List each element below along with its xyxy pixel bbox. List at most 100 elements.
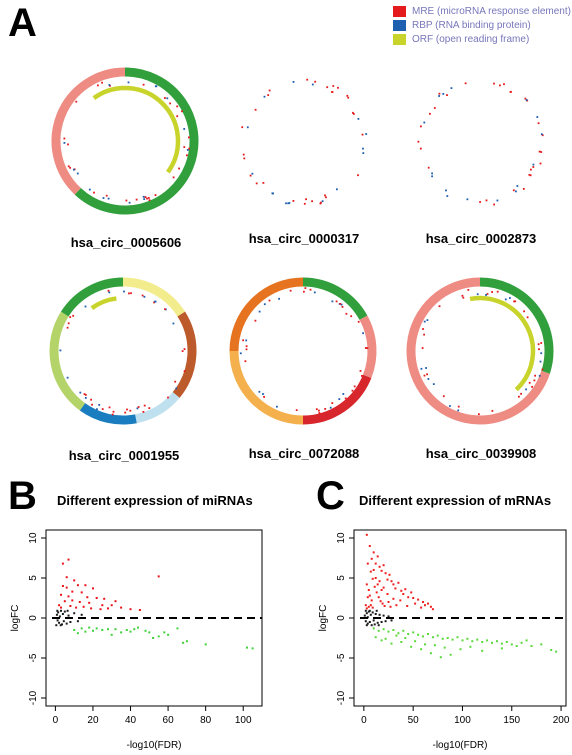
up-point xyxy=(369,604,372,607)
ns-point xyxy=(62,620,65,623)
circ-label-0002873: hsa_circ_0002873 xyxy=(425,231,537,246)
up-point xyxy=(390,580,393,583)
ns-point xyxy=(376,621,379,624)
mre-marker xyxy=(351,389,354,392)
mre-marker xyxy=(518,395,520,398)
circos-plot-0002873 xyxy=(417,82,544,206)
rbp-marker xyxy=(442,93,445,95)
up-point xyxy=(364,604,367,607)
circ-segment xyxy=(302,374,372,425)
up-point xyxy=(103,597,106,600)
mre-marker xyxy=(101,81,103,84)
mre-marker xyxy=(126,408,128,411)
mre-marker xyxy=(241,126,244,129)
down-point xyxy=(246,646,248,649)
down-point xyxy=(469,645,472,648)
ns-point xyxy=(375,609,378,612)
up-point xyxy=(366,562,369,565)
up-point xyxy=(429,605,432,608)
rbp-marker xyxy=(466,198,469,201)
rbp-marker xyxy=(445,189,447,192)
rbp-marker xyxy=(107,197,110,200)
rbp-marker xyxy=(538,374,541,377)
mre-marker xyxy=(311,200,313,203)
mre-marker xyxy=(426,373,428,376)
mre-marker xyxy=(331,91,334,93)
down-point xyxy=(137,626,139,629)
mre-marker xyxy=(164,97,166,99)
mre-marker xyxy=(137,406,140,408)
up-point xyxy=(378,565,381,568)
up-point xyxy=(368,594,371,597)
rbp-marker xyxy=(84,305,87,308)
rbp-marker xyxy=(183,128,186,130)
up-point xyxy=(99,608,102,611)
x-tick-label: 0 xyxy=(53,715,59,726)
mre-marker xyxy=(337,86,339,89)
circ-label-0005606: hsa_circ_0005606 xyxy=(70,235,182,250)
mre-marker xyxy=(148,407,151,409)
ns-point xyxy=(61,623,63,626)
down-point xyxy=(550,649,553,651)
mre-marker xyxy=(324,408,327,410)
ns-point xyxy=(368,621,371,623)
ns-point xyxy=(371,611,374,614)
mre-marker xyxy=(112,410,115,413)
mre-marker xyxy=(361,133,364,136)
up-point xyxy=(414,602,417,605)
down-point xyxy=(73,629,76,631)
rbp-marker xyxy=(457,409,460,412)
mre-marker xyxy=(339,303,342,305)
up-point xyxy=(431,608,434,611)
rbp-marker xyxy=(66,376,69,379)
mre-marker xyxy=(438,92,441,95)
up-point xyxy=(75,606,78,609)
ns-point xyxy=(58,615,61,618)
x-tick-label: 80 xyxy=(200,715,212,726)
rbp-marker xyxy=(127,81,130,84)
mre-marker xyxy=(541,368,544,371)
up-point xyxy=(370,599,373,602)
down-point xyxy=(422,635,424,638)
down-point xyxy=(446,637,449,639)
up-point xyxy=(372,551,375,554)
orf-arc xyxy=(90,296,117,310)
mre-marker xyxy=(540,151,543,153)
up-point xyxy=(65,586,68,589)
rbp-marker xyxy=(338,398,341,400)
x-tick-label: 100 xyxy=(235,715,252,726)
mre-marker xyxy=(537,122,540,125)
mre-marker xyxy=(503,83,505,86)
rbp-marker xyxy=(342,393,345,395)
up-point xyxy=(88,601,91,604)
mre-marker xyxy=(255,182,258,185)
down-point xyxy=(530,645,533,647)
up-point xyxy=(382,586,385,589)
down-point xyxy=(481,641,484,643)
mre-marker xyxy=(461,294,464,297)
down-point xyxy=(439,656,442,659)
down-point xyxy=(466,637,469,640)
mre-marker xyxy=(154,194,157,196)
mre-marker xyxy=(491,291,493,293)
circ-segment xyxy=(359,315,377,379)
mre-marker xyxy=(352,113,355,115)
mre-marker xyxy=(144,196,147,198)
legend-item-orf: ORF (open reading frame) xyxy=(393,33,571,46)
mre-marker xyxy=(479,201,481,203)
mre-marker xyxy=(67,322,70,325)
panel-label-a: A xyxy=(8,1,37,45)
mre-marker xyxy=(499,84,501,87)
rbp-marker xyxy=(525,99,528,101)
mre-marker xyxy=(90,398,92,401)
up-point xyxy=(95,597,98,599)
mre-marker xyxy=(186,154,188,157)
down-point xyxy=(176,627,179,630)
mre-marker xyxy=(176,115,179,118)
mre-marker xyxy=(523,310,525,313)
mre-marker xyxy=(267,94,270,96)
up-point xyxy=(402,593,405,595)
down-point xyxy=(404,637,407,639)
ns-point xyxy=(67,614,70,617)
circos-plot-0072088 xyxy=(229,277,377,425)
